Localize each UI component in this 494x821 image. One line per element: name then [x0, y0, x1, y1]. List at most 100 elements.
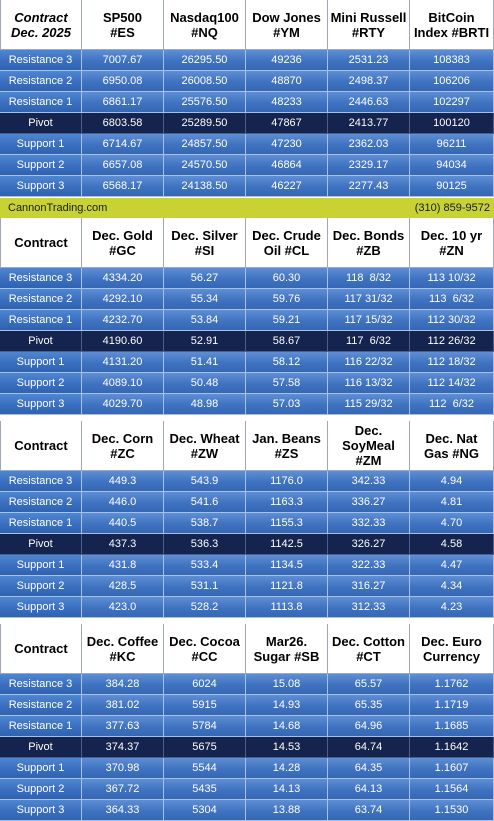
column-header: SP500 #ES [82, 0, 164, 50]
level-value: 106206 [410, 71, 494, 92]
level-value: 46864 [246, 155, 328, 176]
level-value: 2413.77 [328, 113, 410, 134]
table-4-body: Resistance 3 384.28 6024 15.08 65.57 1.1762 Re… [0, 674, 494, 821]
level-value: 1134.5 [246, 555, 328, 576]
level-value: 52.91 [164, 331, 246, 352]
level-value: 1.1762 [410, 674, 494, 695]
row-label: Support 2 [0, 155, 82, 176]
level-value: 24857.50 [164, 134, 246, 155]
level-value: 4292.10 [82, 289, 164, 310]
column-header: Dec. Euro Currency [410, 624, 494, 674]
level-value: 2498.37 [328, 71, 410, 92]
level-value: 332.33 [328, 513, 410, 534]
row-label: Resistance 2 [0, 71, 82, 92]
level-value: 108383 [410, 50, 494, 71]
level-value: 112 14/32 [410, 373, 494, 394]
row-label: Resistance 3 [0, 268, 82, 289]
level-value: 15.08 [246, 674, 328, 695]
level-value: 117 31/32 [328, 289, 410, 310]
level-value: 533.4 [164, 555, 246, 576]
row-label: Resistance 3 [0, 471, 82, 492]
column-header: Dec. SoyMeal #ZM [328, 421, 410, 471]
level-value: 449.3 [82, 471, 164, 492]
column-header: Dec. Crude Oil #CL [246, 218, 328, 268]
level-value: 384.28 [82, 674, 164, 695]
column-header: Dec. Corn #ZC [82, 421, 164, 471]
column-header: Nasdaq100 #NQ [164, 0, 246, 50]
website-label[interactable]: CannonTrading.com [8, 202, 107, 214]
level-value: 112 26/32 [410, 331, 494, 352]
level-value: 6861.17 [82, 92, 164, 113]
level-value: 64.74 [328, 737, 410, 758]
level-value: 58.12 [246, 352, 328, 373]
level-value: 431.8 [82, 555, 164, 576]
level-value: 64.13 [328, 779, 410, 800]
contract-header: Contract Dec. 2025 [0, 0, 82, 50]
level-value: 2446.63 [328, 92, 410, 113]
level-value: 364.33 [82, 800, 164, 821]
level-value: 26295.50 [164, 50, 246, 71]
level-value: 94034 [410, 155, 494, 176]
row-label: Pivot [0, 331, 82, 352]
level-value: 90125 [410, 176, 494, 197]
level-value: 440.5 [82, 513, 164, 534]
level-value: 446.0 [82, 492, 164, 513]
contract-header: Contract [0, 218, 82, 268]
level-value: 4.81 [410, 492, 494, 513]
level-value: 96211 [410, 134, 494, 155]
level-value: 112 30/32 [410, 310, 494, 331]
column-header: Dec. Coffee #KC [82, 624, 164, 674]
column-header: Dec. Wheat #ZW [164, 421, 246, 471]
column-header: Mar26. Sugar #SB [246, 624, 328, 674]
level-value: 1.1642 [410, 737, 494, 758]
row-label: Support 1 [0, 555, 82, 576]
table-2-header: Contract Dec. Gold #GC Dec. Silver #SI Dec.… [0, 218, 494, 268]
row-label: Resistance 1 [0, 513, 82, 534]
level-value: 541.6 [164, 492, 246, 513]
level-value: 25576.50 [164, 92, 246, 113]
column-header: Dec. 10 yr #ZN [410, 218, 494, 268]
table-3-body: Resistance 3 449.3 543.9 1176.0 342.33 4.94 Re… [0, 471, 494, 618]
level-value: 60.30 [246, 268, 328, 289]
level-value: 6024 [164, 674, 246, 695]
level-value: 1155.3 [246, 513, 328, 534]
level-value: 1163.3 [246, 492, 328, 513]
level-value: 377.63 [82, 716, 164, 737]
level-value: 46227 [246, 176, 328, 197]
level-value: 113 10/32 [410, 268, 494, 289]
row-label: Support 3 [0, 597, 82, 618]
row-label: Support 1 [0, 134, 82, 155]
level-value: 1.1719 [410, 695, 494, 716]
level-value: 370.98 [82, 758, 164, 779]
level-value: 423.0 [82, 597, 164, 618]
level-value: 374.37 [82, 737, 164, 758]
table-3-header: Contract Dec. Corn #ZC Dec. Wheat #ZW Jan. … [0, 421, 494, 471]
row-label: Pivot [0, 534, 82, 555]
level-value: 1113.8 [246, 597, 328, 618]
level-value: 4.94 [410, 471, 494, 492]
level-value: 2531.23 [328, 50, 410, 71]
level-value: 55.34 [164, 289, 246, 310]
level-value: 326.27 [328, 534, 410, 555]
row-label: Support 3 [0, 394, 82, 415]
row-label: Support 2 [0, 779, 82, 800]
column-header: Dec. Cocoa #CC [164, 624, 246, 674]
level-value: 5435 [164, 779, 246, 800]
level-value: 100120 [410, 113, 494, 134]
row-label: Support 1 [0, 758, 82, 779]
row-label: Resistance 3 [0, 674, 82, 695]
level-value: 117 15/32 [328, 310, 410, 331]
level-value: 2277.43 [328, 176, 410, 197]
level-value: 4029.70 [82, 394, 164, 415]
table-4-header: Contract Dec. Coffee #KC Dec. Cocoa #CC Mar… [0, 624, 494, 674]
level-value: 4131.20 [82, 352, 164, 373]
level-value: 25289.50 [164, 113, 246, 134]
level-value: 48233 [246, 92, 328, 113]
level-value: 117 6/32 [328, 331, 410, 352]
level-value: 51.41 [164, 352, 246, 373]
level-value: 1.1685 [410, 716, 494, 737]
column-header: Dec. Silver #SI [164, 218, 246, 268]
level-value: 116 22/32 [328, 352, 410, 373]
level-value: 14.13 [246, 779, 328, 800]
